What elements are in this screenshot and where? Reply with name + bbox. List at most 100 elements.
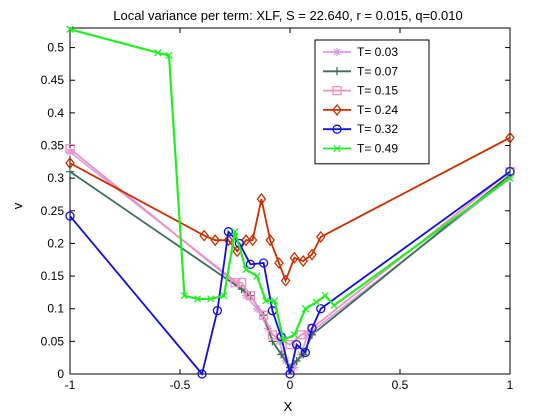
legend-label: T= 0.07 [357, 64, 398, 78]
data-point [236, 277, 247, 288]
data-point [245, 291, 256, 301]
data-point [277, 350, 286, 359]
data-point [285, 369, 295, 379]
data-point [280, 274, 291, 287]
data-point [193, 295, 202, 303]
series-line [69, 136, 511, 284]
data-point [247, 234, 258, 247]
data-point [307, 248, 317, 261]
x-tick-label: 0.5 [392, 378, 409, 392]
legend-item: T= 0.24 [323, 103, 398, 117]
data-point [242, 265, 250, 274]
data-point [223, 234, 234, 247]
data-point [253, 304, 261, 313]
y-tick-label: 0.05 [41, 334, 65, 348]
y-tick-label: 0.35 [41, 139, 65, 153]
data-point [315, 230, 326, 243]
data-point [505, 131, 515, 144]
data-point [290, 331, 299, 339]
data-point [210, 234, 221, 247]
data-point [66, 25, 74, 33]
y-tick-label: 0.4 [47, 106, 64, 120]
data-point [296, 330, 306, 340]
data-point [197, 369, 207, 379]
series-line [69, 148, 511, 346]
data-point [199, 229, 210, 242]
data-point [301, 305, 310, 313]
data-point [265, 234, 276, 247]
y-tick-label: 0.15 [41, 269, 65, 283]
y-tick-label: 0.2 [47, 236, 64, 250]
y-tick-label: 0 [57, 367, 64, 381]
data-point [332, 124, 342, 134]
data-point [299, 350, 308, 359]
data-point [298, 255, 309, 268]
data-point [256, 193, 267, 206]
data-point [65, 157, 75, 170]
data-point [274, 256, 284, 270]
data-point [289, 251, 300, 264]
data-point [66, 148, 74, 157]
data-point [230, 277, 240, 288]
legend-box [314, 39, 430, 165]
data-point [316, 304, 326, 314]
data-point [258, 258, 269, 268]
chart-title: Local variance per term: XLF, S = 22.640… [113, 8, 462, 23]
legend-item: T= 0.07 [323, 64, 398, 78]
data-point [303, 330, 312, 339]
data-point [300, 347, 311, 358]
data-point [321, 292, 329, 300]
data-point [220, 292, 228, 300]
series-5 [66, 25, 514, 344]
legend-label: T= 0.32 [357, 122, 398, 136]
legend-label: T= 0.49 [357, 142, 398, 156]
data-point [332, 103, 342, 116]
data-point [180, 292, 189, 300]
data-point [291, 339, 302, 350]
data-point [245, 259, 256, 269]
data-point [307, 323, 317, 333]
x-tick-label: -0.5 [170, 378, 191, 392]
legend-label: T= 0.24 [357, 103, 398, 117]
series-3 [65, 131, 515, 287]
legend-label: T= 0.03 [357, 45, 398, 59]
data-point [231, 228, 239, 236]
data-point [332, 85, 342, 96]
data-point [275, 337, 283, 346]
x-axis-label: X [284, 399, 293, 414]
x-tick-label: -1 [65, 378, 76, 392]
axes: -1 -0.5 0 0.5 1 0 0.05 0.1 0.15 0.2 0.25 0.3 0.35 0.4… [41, 27, 514, 392]
data-point [165, 51, 173, 60]
x-tick-label: 0 [287, 378, 294, 392]
x-tick-label: 1 [507, 378, 514, 392]
data-point [253, 272, 261, 280]
data-point [312, 298, 321, 306]
data-point [290, 363, 299, 372]
data-point [262, 297, 270, 305]
legend-label: T= 0.15 [357, 84, 398, 98]
data-point [292, 356, 301, 365]
data-point [505, 166, 515, 177]
legend: T= 0.03 T= 0.07 T= 0.15 T= 0.24 T= 0.32 T= 0.… [314, 39, 430, 165]
data-point [506, 174, 514, 182]
data-point [330, 301, 338, 310]
y-tick-label: 0.5 [47, 41, 64, 55]
data-point [65, 211, 75, 221]
legend-item: T= 0.15 [323, 84, 398, 98]
plot-area [70, 28, 510, 374]
y-tick-label: 0.1 [47, 302, 64, 316]
data-point [212, 306, 223, 316]
legend-item: T= 0.03 [323, 45, 398, 59]
series-line [69, 170, 511, 376]
data-point [154, 49, 162, 57]
data-point [270, 297, 279, 305]
y-axis-label: v [10, 202, 25, 209]
data-point [333, 144, 341, 153]
data-point [267, 330, 278, 340]
data-point [241, 234, 251, 247]
data-point [207, 295, 215, 303]
data-point [333, 67, 341, 76]
data-point [223, 227, 234, 237]
legend-item: T= 0.32 [323, 122, 398, 136]
